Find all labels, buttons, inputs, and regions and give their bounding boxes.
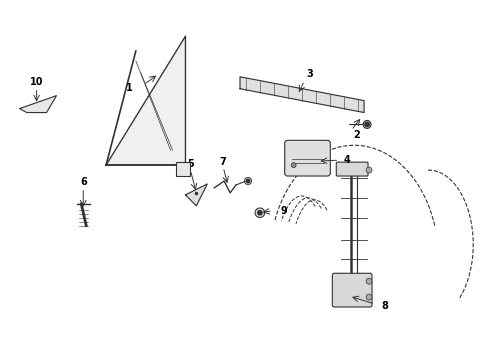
Text: 5: 5 [187,159,193,169]
Text: 4: 4 [343,155,350,165]
Circle shape [366,167,371,173]
Circle shape [290,163,296,168]
Polygon shape [240,77,364,113]
Text: 9: 9 [280,206,286,216]
FancyBboxPatch shape [336,162,367,176]
Circle shape [257,211,262,215]
Circle shape [362,121,370,129]
FancyBboxPatch shape [284,140,330,176]
Circle shape [244,177,251,185]
Circle shape [366,294,371,300]
Circle shape [255,208,264,217]
Polygon shape [106,36,185,165]
Text: 6: 6 [80,177,86,187]
Text: 3: 3 [305,69,312,79]
FancyBboxPatch shape [332,273,371,307]
FancyBboxPatch shape [175,162,190,176]
Text: 8: 8 [381,301,387,311]
Circle shape [364,122,368,127]
Polygon shape [185,184,207,206]
Circle shape [245,179,249,183]
Text: 7: 7 [219,157,226,167]
Text: 1: 1 [125,83,132,93]
Text: 2: 2 [353,130,360,140]
Circle shape [366,278,371,284]
Text: 10: 10 [30,77,43,87]
Polygon shape [20,96,56,113]
